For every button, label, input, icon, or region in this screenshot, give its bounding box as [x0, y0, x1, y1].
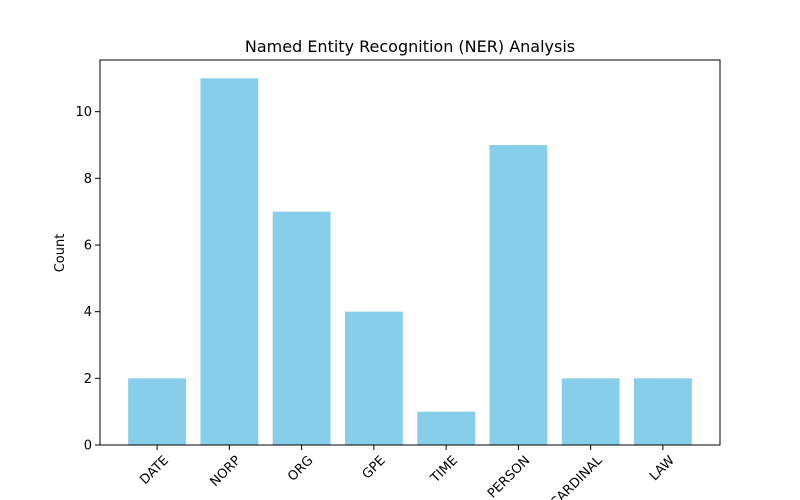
chart-title: Named Entity Recognition (NER) Analysis: [245, 37, 575, 56]
y-tick-label: 8: [84, 172, 92, 187]
bars-group: [128, 78, 692, 445]
bar-norp: [200, 78, 259, 445]
y-ticks-group: 0 2 4 6 8 10: [75, 105, 100, 454]
y-tick-label: 10: [75, 105, 92, 120]
y-tick-label: 6: [84, 239, 92, 254]
y-tick-label: 2: [84, 372, 92, 387]
bar-org: [272, 211, 331, 445]
bar-date: [128, 378, 186, 445]
y-tick-label: 4: [84, 305, 92, 320]
bar-gpe: [344, 311, 403, 445]
plot-frame: [99, 59, 721, 446]
y-tick-label: 0: [84, 439, 92, 454]
bar-person: [489, 145, 548, 445]
y-axis-label: Count: [53, 234, 68, 273]
bar-time: [417, 411, 476, 445]
bar-cardinal: [561, 378, 620, 445]
bar-law: [634, 378, 692, 445]
